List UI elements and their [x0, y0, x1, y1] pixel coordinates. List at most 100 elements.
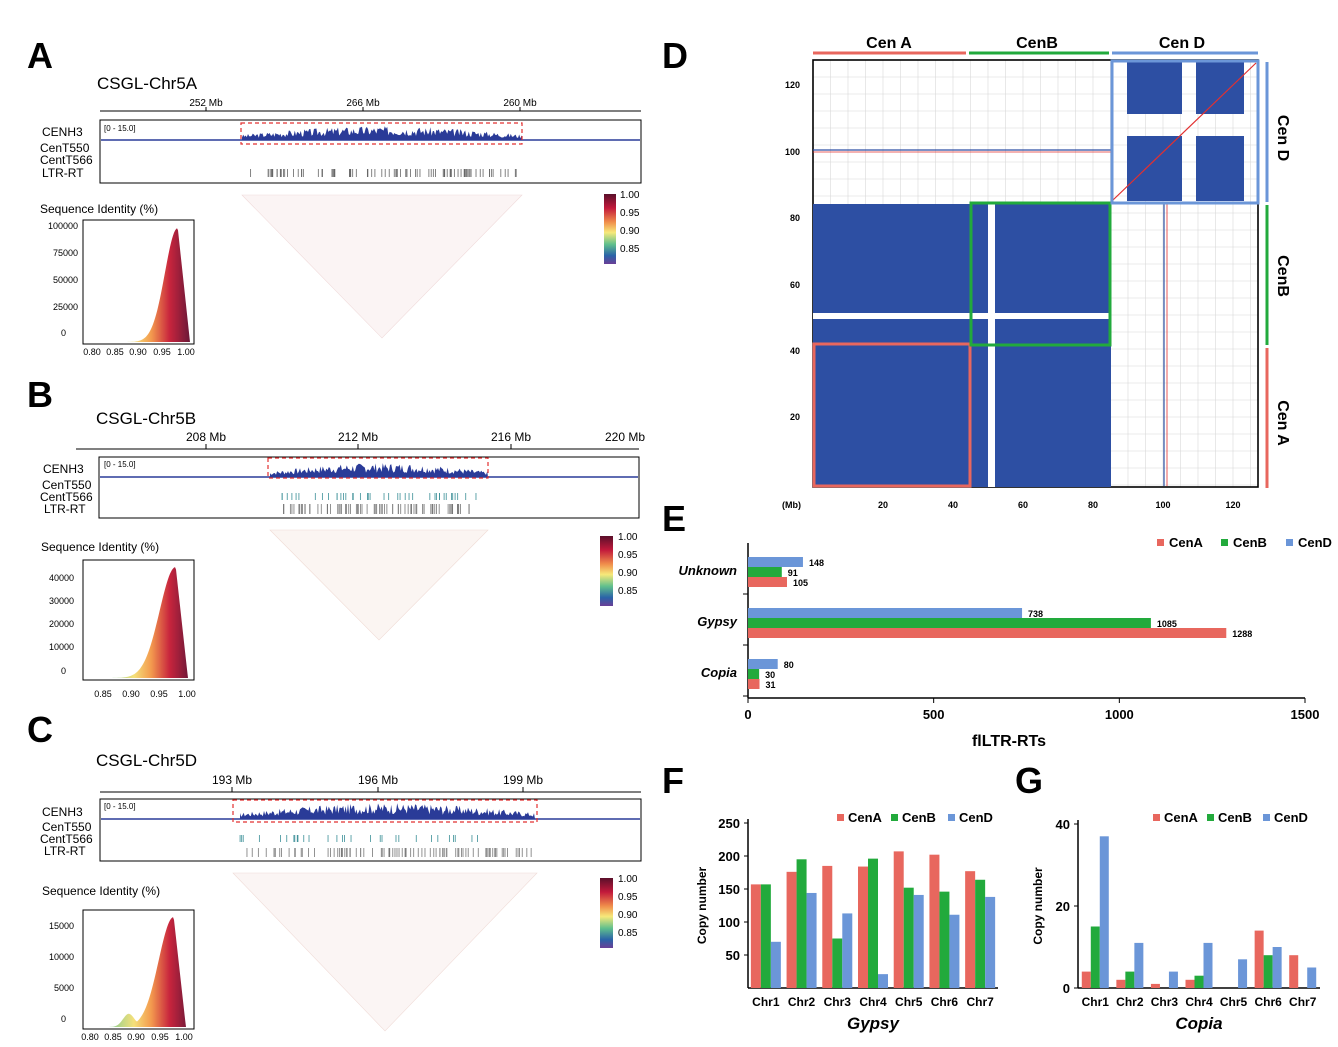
svg-text:40: 40 [790, 346, 800, 356]
panel-c-identity-heatmap [232, 872, 538, 1032]
chartG-legend-swatch [1153, 814, 1160, 821]
panel-d-top-cend: Cen D [1159, 35, 1205, 52]
chartF-bar [985, 896, 996, 988]
svg-text:0.90: 0.90 [620, 226, 640, 237]
panel-a-hist-title: Sequence Identity (%) [40, 202, 158, 216]
chart-e-legend-label: CenA [1169, 535, 1204, 550]
chart-e-x-tick: 1000 [1105, 707, 1134, 722]
chartG-bar [1125, 971, 1135, 988]
chartG-bar [1099, 836, 1109, 988]
chartF-bar [832, 938, 843, 988]
chart-e-value-label: 1085 [1157, 619, 1177, 629]
panel-a-tick-1: 252 Mb [189, 98, 223, 109]
panel-a-cen-box [240, 122, 523, 145]
chartF-bar [893, 851, 904, 988]
svg-text:100: 100 [785, 147, 800, 157]
chartG-ylabel: Copy number [1031, 867, 1045, 945]
chartF-bar [903, 887, 914, 988]
panel-c-title: CSGL-Chr5D [96, 751, 198, 770]
svg-text:60: 60 [790, 280, 800, 290]
chartG-category-label: Chr5 [1220, 995, 1248, 1009]
panel-b: B CSGL-Chr5B 208 Mb 212 Mb 216 Mb 220 Mb… [0, 370, 660, 705]
panel-a-track-cent566: CentT566 [40, 153, 93, 167]
chartF-y-tick: 100 [718, 915, 740, 930]
chart-e-value-label: 31 [766, 680, 776, 690]
panel-d-dotplot: Cen A CenB Cen D Cen D CenB Cen A 120 10… [782, 35, 1291, 510]
panel-letter-a: A [27, 35, 53, 76]
chartG-xlabel: Copia [1175, 1014, 1222, 1033]
svg-text:120: 120 [1225, 500, 1240, 510]
svg-text:0.90: 0.90 [127, 1032, 145, 1042]
panel-a: A CSGL-Chr5A 252 Mb 266 Mb 260 Mb [0 - 1… [0, 0, 660, 345]
panel-b-identity-heatmap [269, 529, 489, 641]
chartF-bar [868, 858, 878, 988]
svg-text:0.95: 0.95 [151, 1032, 169, 1042]
panel-c-cen-box [232, 799, 538, 823]
chartG-bar [1150, 983, 1160, 988]
panel-d-top-cenb: CenB [1016, 35, 1058, 52]
svg-text:1.00: 1.00 [618, 874, 638, 885]
chart-e-value-label: 105 [793, 578, 808, 588]
svg-text:0: 0 [61, 666, 66, 676]
chartF-ylabel: Copy number [695, 867, 709, 945]
panel-letter-d: D [662, 35, 688, 76]
chart-e-bar [748, 679, 760, 689]
svg-text:1.00: 1.00 [175, 1032, 193, 1042]
chartG-legend-label: CenD [1274, 810, 1308, 825]
panel-c-ltr-track [246, 848, 532, 857]
chartF-category-label: Chr1 [752, 995, 780, 1009]
svg-text:0.95: 0.95 [618, 892, 638, 903]
svg-text:100: 100 [1155, 500, 1170, 510]
chart-e-bar [748, 608, 1023, 618]
svg-text:208 Mb: 208 Mb [186, 430, 226, 444]
chartG-category-label: Chr1 [1082, 995, 1110, 1009]
chartF-bar [750, 884, 761, 988]
chartF-bar [806, 892, 817, 988]
svg-text:1.00: 1.00 [177, 347, 195, 357]
svg-text:0.80: 0.80 [81, 1032, 99, 1042]
chart-e-legend-swatch [1286, 539, 1293, 546]
chartG-legend-label: CenB [1218, 810, 1252, 825]
chartF-y-tick: 150 [718, 882, 740, 897]
chart-e-bar [748, 557, 803, 567]
chartF-bar [760, 884, 771, 988]
svg-text:0.85: 0.85 [104, 1032, 122, 1042]
chart-e-value-label: 30 [765, 670, 775, 680]
svg-text:212 Mb: 212 Mb [338, 430, 378, 444]
panel-a-ltr-track [250, 169, 517, 177]
chart-e-value-label: 91 [788, 568, 798, 578]
chartF-legend-label: CenB [902, 810, 936, 825]
chartG-bar [1168, 971, 1178, 988]
svg-text:20: 20 [878, 500, 888, 510]
chartG-y-tick: 40 [1056, 817, 1070, 832]
chartG-bar [1090, 926, 1100, 988]
chartG-category-label: Chr3 [1151, 995, 1179, 1009]
svg-text:CenT550: CenT550 [42, 820, 92, 834]
panel-d-box-cend [1110, 59, 1260, 205]
panel-a-tick-2: 266 Mb [346, 98, 380, 109]
panel-a-range: [0 - 15.0] [104, 124, 136, 133]
chart-e-bar [748, 669, 760, 679]
svg-text:LTR-RT: LTR-RT [44, 844, 86, 858]
chart-e-value-label: 738 [1028, 609, 1043, 619]
svg-text:0.90: 0.90 [122, 689, 140, 699]
chartG-bar [1116, 979, 1126, 988]
panel-b-ltr-track [283, 504, 470, 514]
panel-b-cen-box [267, 457, 489, 479]
chartG-bar [1263, 955, 1273, 988]
chart-e-x-tick: 1500 [1291, 707, 1320, 722]
chartG-legend-swatch [1263, 814, 1270, 821]
svg-text:0.95: 0.95 [618, 550, 638, 561]
svg-text:30000: 30000 [49, 596, 74, 606]
chartG-bar [1238, 959, 1248, 988]
svg-text:10000: 10000 [49, 642, 74, 652]
chart-e-legend-swatch [1157, 539, 1164, 546]
svg-text:0: 0 [61, 1014, 66, 1024]
svg-text:196 Mb: 196 Mb [358, 773, 398, 787]
chartF-bar [929, 854, 940, 988]
panel-b-cenh3-signal [270, 463, 488, 477]
chartF-y-tick: 50 [726, 948, 740, 963]
chart-e-x-tick: 0 [744, 707, 751, 722]
chartF-category-label: Chr4 [859, 995, 887, 1009]
chartG-bar [1272, 947, 1282, 988]
